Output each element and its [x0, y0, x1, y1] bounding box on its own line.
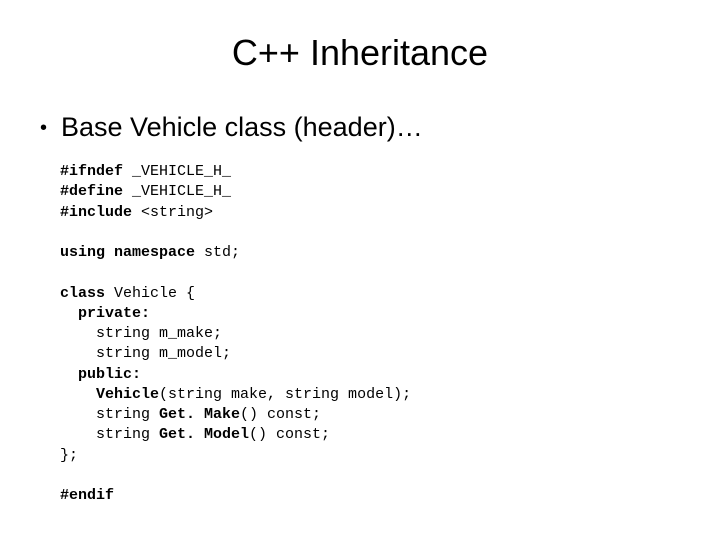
- code-text: };: [60, 447, 78, 464]
- code-text: () const;: [249, 426, 330, 443]
- code-text: _VEHICLE_H_: [123, 163, 231, 180]
- code-text: string: [60, 426, 159, 443]
- code-text: (string make, string model);: [159, 386, 411, 403]
- code-kw: class: [60, 285, 105, 302]
- code-text: () const;: [240, 406, 321, 423]
- code-kw: using namespace: [60, 244, 195, 261]
- code-kw: public:: [60, 366, 141, 383]
- code-kw: #ifndef: [60, 163, 123, 180]
- code-kw: Get. Model: [159, 426, 249, 443]
- code-kw: #endif: [60, 487, 114, 504]
- code-blank: [60, 467, 69, 484]
- code-text: Vehicle {: [105, 285, 195, 302]
- slide-title: C++ Inheritance: [50, 32, 670, 74]
- code-block: #ifndef _VEHICLE_H_ #define _VEHICLE_H_ …: [60, 162, 670, 506]
- code-kw: #include: [60, 204, 132, 221]
- bullet-item: • Base Vehicle class (header)…: [40, 112, 670, 144]
- code-text: std;: [195, 244, 240, 261]
- code-kw: private:: [60, 305, 150, 322]
- code-blank: [60, 264, 69, 281]
- code-kw: Vehicle: [60, 386, 159, 403]
- bullet-text: Base Vehicle class (header)…: [61, 112, 423, 143]
- bullet-dot-icon: •: [40, 112, 47, 144]
- code-kw: #define: [60, 183, 123, 200]
- code-kw: Get. Make: [159, 406, 240, 423]
- code-text: _VEHICLE_H_: [123, 183, 231, 200]
- code-blank: [60, 224, 69, 241]
- code-text: string m_model;: [60, 345, 231, 362]
- code-text: string: [60, 406, 159, 423]
- code-text: <string>: [132, 204, 213, 221]
- slide: C++ Inheritance • Base Vehicle class (he…: [0, 0, 720, 540]
- code-text: string m_make;: [60, 325, 222, 342]
